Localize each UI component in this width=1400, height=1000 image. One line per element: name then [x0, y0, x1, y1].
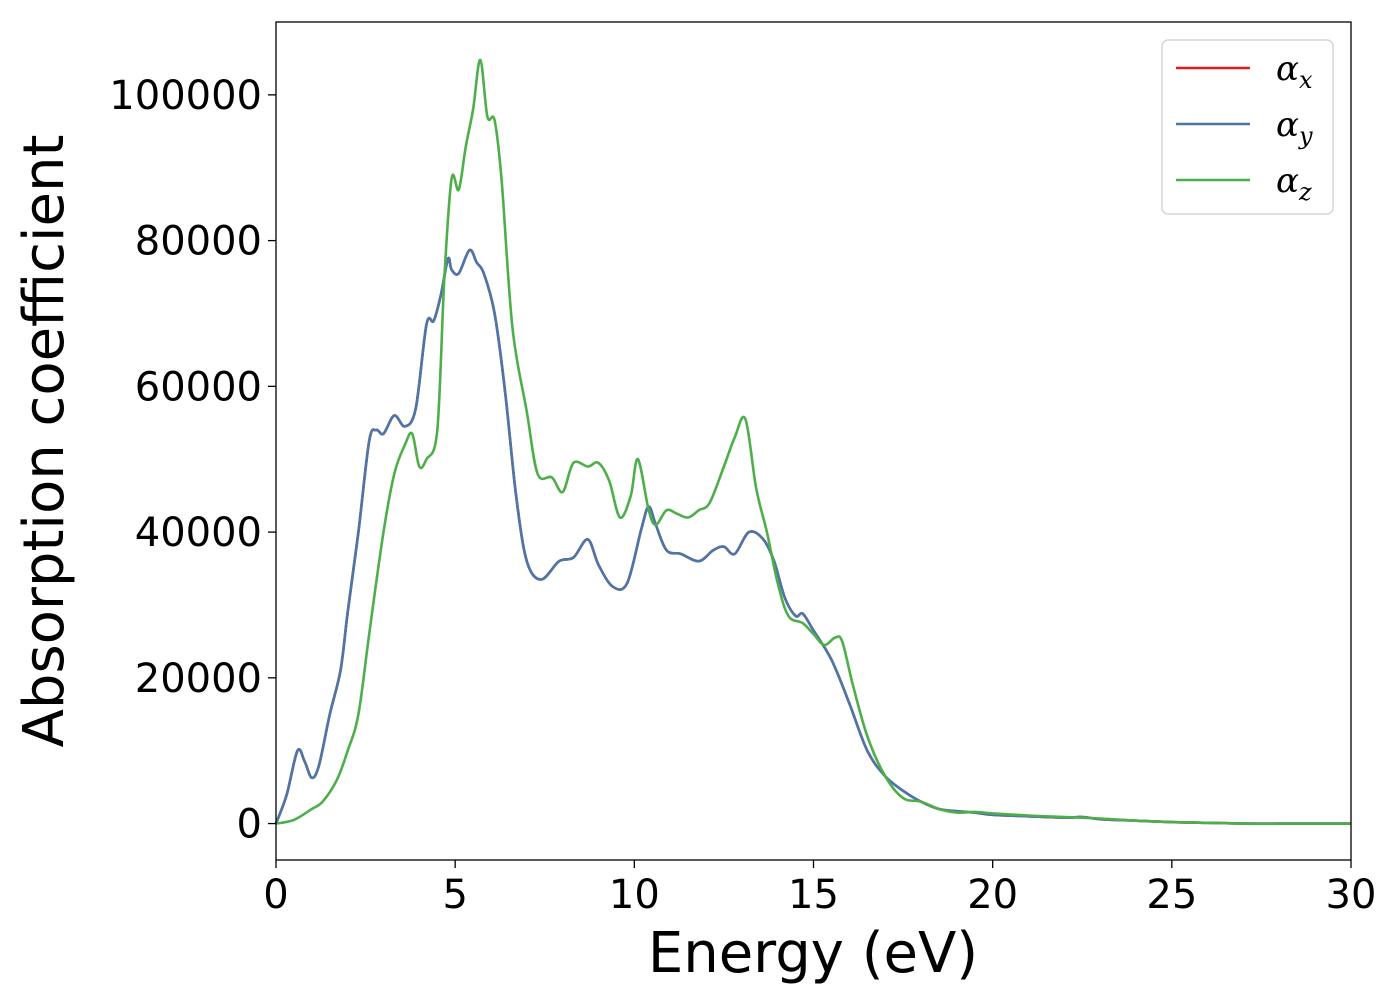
y-tick-label: 60000: [135, 364, 262, 410]
x-axis-title: Energy (eV): [648, 921, 978, 986]
legend-subscript-x: x: [1299, 66, 1313, 94]
legend-subscript-y: y: [1298, 122, 1313, 150]
x-tick-label: 15: [788, 872, 839, 918]
y-axis-ticks: 0 20000 40000 60000 80000 100000: [109, 73, 276, 848]
x-tick-label: 10: [609, 872, 660, 918]
x-tick-label: 0: [263, 872, 288, 918]
legend-box: [1161, 39, 1334, 215]
x-axis-ticks: 0 5 10 15 20 25 30: [263, 860, 1376, 918]
series-line-z: [275, 58, 1351, 825]
x-tick-label: 5: [442, 872, 467, 918]
x-tick-label: 25: [1146, 872, 1197, 918]
legend-subscript-z: z: [1298, 178, 1312, 206]
y-tick-label: 0: [237, 802, 262, 848]
y-tick-label: 40000: [135, 510, 262, 556]
y-axis-title: Absorption coefficient: [12, 135, 77, 748]
x-tick-label: 20: [967, 872, 1018, 918]
x-tick-label: 30: [1326, 872, 1377, 918]
series-layer: [274, 58, 1351, 825]
y-tick-label: 20000: [135, 656, 262, 702]
y-tick-label: 100000: [109, 73, 262, 119]
y-tick-label: 80000: [135, 219, 262, 265]
